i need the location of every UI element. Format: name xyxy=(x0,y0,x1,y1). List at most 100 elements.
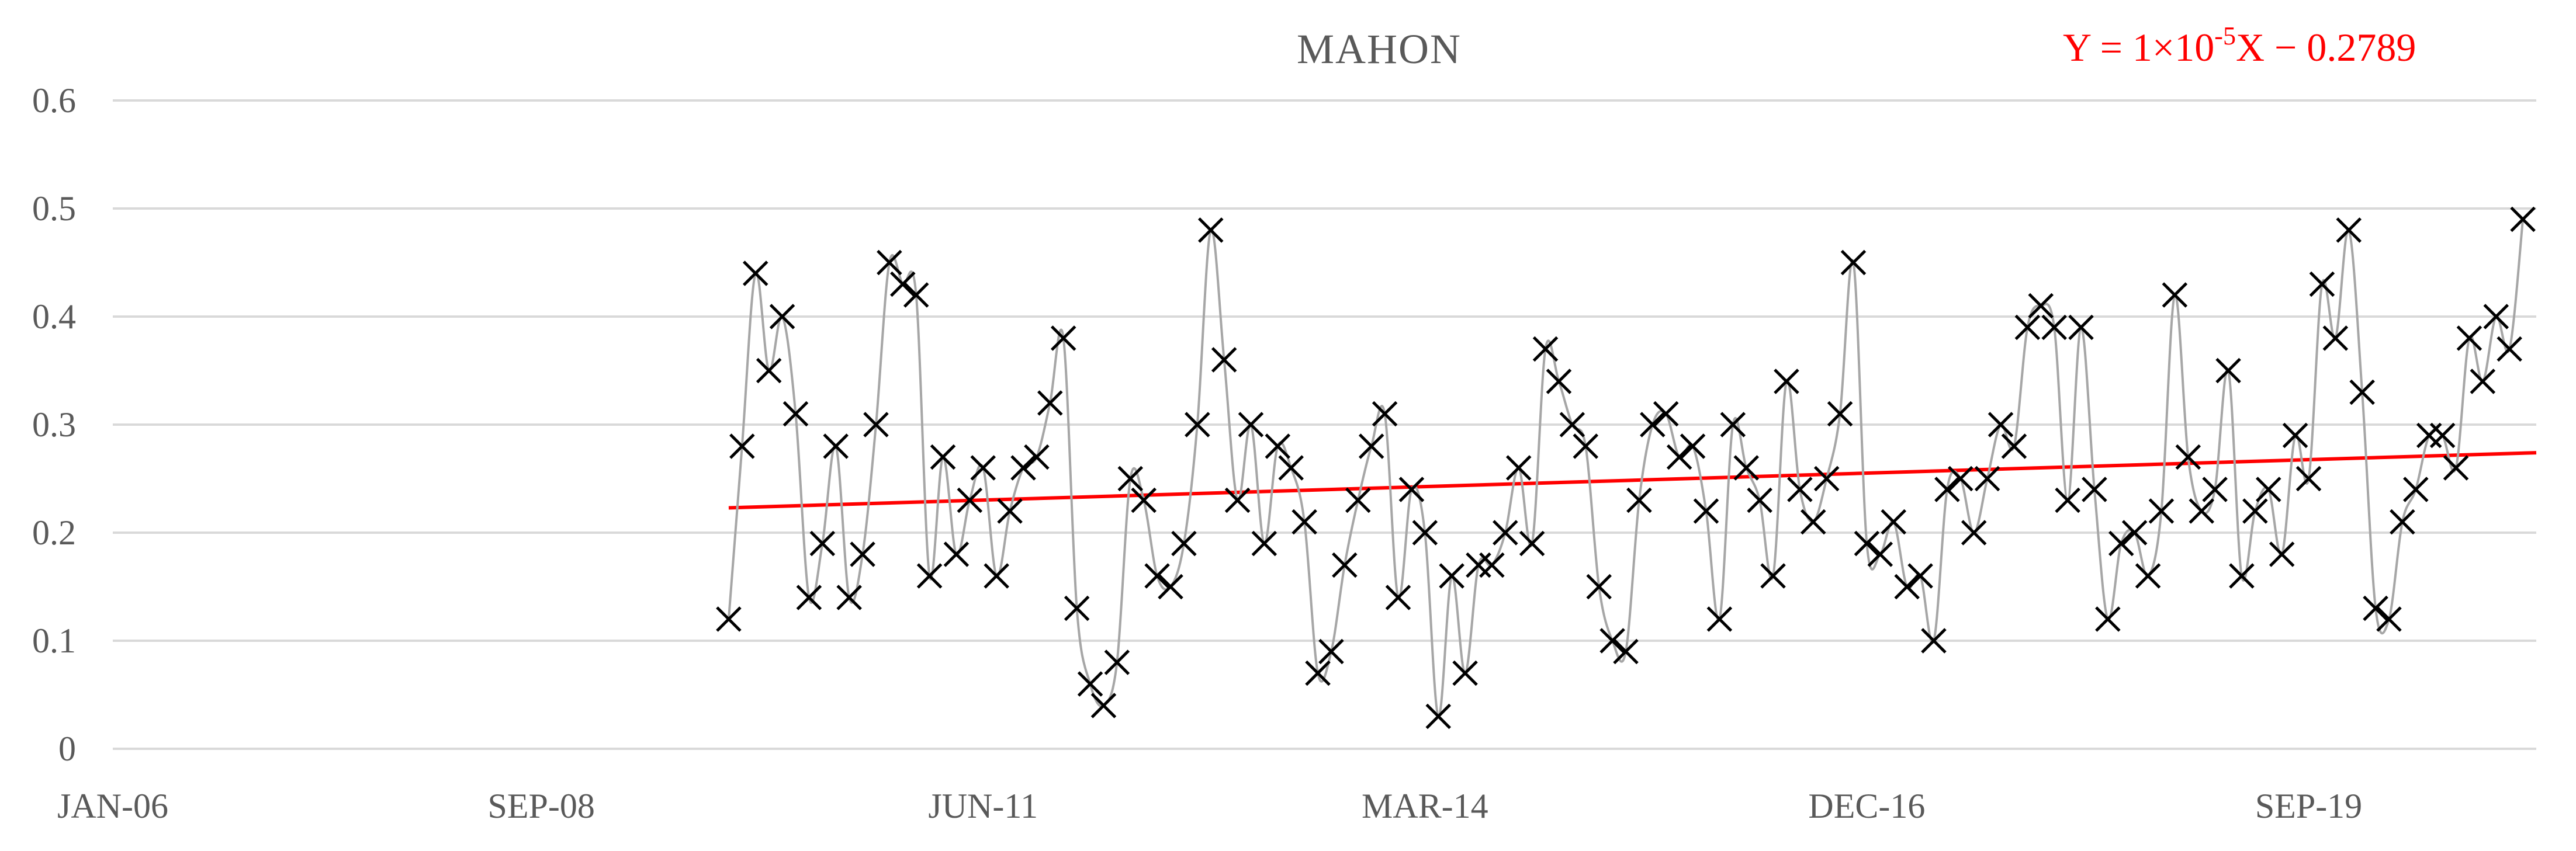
data-point-marker xyxy=(2229,563,2255,589)
data-point-marker xyxy=(1801,509,1826,535)
data-point-marker xyxy=(1305,660,1331,686)
data-point-marker xyxy=(783,401,809,427)
data-point-marker xyxy=(1372,401,1398,427)
data-point-marker xyxy=(2429,422,2456,449)
data-point-marker xyxy=(2363,595,2388,621)
tick-labels: 0 0.1 0.2 0.3 0.4 0.5 0.6 JAN-06 SEP-08 JUN-11 MAR… xyxy=(32,81,2362,825)
data-point-marker xyxy=(1439,563,1464,589)
data-point-marker xyxy=(1332,552,1358,578)
data-point-marker xyxy=(2215,357,2241,384)
x-tick-label: MAR-14 xyxy=(1362,787,1488,825)
data-point-marker xyxy=(2470,369,2496,394)
data-point-marker xyxy=(1171,530,1197,557)
data-point-marker xyxy=(1827,401,1853,427)
data-point-marker xyxy=(1586,574,1612,600)
y-tick-label: 0.5 xyxy=(32,189,76,228)
data-point-marker xyxy=(1292,509,1317,535)
data-point-marker xyxy=(1211,347,1237,373)
data-point-marker xyxy=(1493,520,1518,546)
data-point-marker xyxy=(2135,563,2161,589)
data-point-marker xyxy=(1706,606,1733,632)
data-point-marker xyxy=(877,249,902,276)
data-point-marker xyxy=(2095,606,2121,632)
data-point-marker xyxy=(2309,271,2335,297)
data-point-marker xyxy=(1117,466,1144,492)
data-point-marker xyxy=(2336,217,2362,243)
y-tick-label: 0 xyxy=(58,730,76,768)
data-point-marker xyxy=(1988,412,2014,437)
data-point-marker xyxy=(863,412,889,437)
data-point-marker xyxy=(1050,325,1076,351)
data-point-marker xyxy=(2282,422,2308,449)
data-point-marker xyxy=(836,585,862,610)
data-point-marker xyxy=(1760,563,1786,589)
data-point-marker xyxy=(1479,552,1505,578)
data-point-marker xyxy=(957,487,983,513)
y-tick-label: 0.2 xyxy=(32,513,76,552)
data-point-marker xyxy=(1452,660,1478,686)
data-point-marker xyxy=(2322,325,2349,351)
data-point-marker xyxy=(1024,444,1050,470)
data-point-marker xyxy=(1238,412,1264,437)
data-point-marker xyxy=(769,304,795,329)
data-point-marker xyxy=(2028,293,2054,319)
data-point-marker xyxy=(1626,487,1652,513)
data-point-marker xyxy=(2242,498,2268,524)
data-point-marker xyxy=(1077,671,1103,697)
data-point-marker xyxy=(2456,325,2482,351)
y-tick-label: 0.4 xyxy=(32,297,76,336)
data-point-marker xyxy=(1519,530,1545,557)
data-point-marker xyxy=(1613,638,1639,665)
data-point-marker xyxy=(1278,455,1304,481)
data-point-marker xyxy=(2295,466,2322,492)
data-point-marker xyxy=(1412,520,1438,546)
y-tick-label: 0.1 xyxy=(32,621,76,660)
data-point-marker xyxy=(1881,509,1907,535)
data-point-marker xyxy=(1680,433,1706,459)
data-point-marker xyxy=(2001,433,2027,459)
data-point-marker xyxy=(2269,541,2295,567)
data-point-marker xyxy=(809,530,836,557)
equation-exponent: -5 xyxy=(2214,22,2236,50)
data-point-marker xyxy=(716,606,742,632)
data-point-marker xyxy=(2041,314,2067,341)
data-point-marker xyxy=(1318,638,1344,665)
chart-title: MAHON xyxy=(1297,26,1462,72)
data-point-marker xyxy=(1224,487,1251,513)
x-tick-label: JAN-06 xyxy=(57,787,168,825)
data-point-marker xyxy=(2121,520,2148,546)
data-point-marker xyxy=(1787,477,1813,502)
data-point-marker xyxy=(1385,585,1411,610)
data-point-marker xyxy=(2068,314,2094,341)
data-point-marker xyxy=(2082,477,2107,502)
data-point-marker xyxy=(1974,466,2000,492)
data-point-marker xyxy=(1090,693,1117,718)
x-tick-label: SEP-19 xyxy=(2255,787,2362,825)
data-point-marker xyxy=(1064,595,1090,621)
data-point-marker xyxy=(2256,477,2281,502)
data-point-marker xyxy=(823,433,849,459)
data-point-marker xyxy=(1532,336,1559,362)
data-point-marker xyxy=(1640,412,1666,437)
data-point-marker xyxy=(1037,390,1063,416)
data-point-marker xyxy=(1104,649,1130,675)
data-point-marker xyxy=(1599,628,1625,654)
data-point-marker xyxy=(2403,477,2429,502)
data-point-marker xyxy=(943,541,970,567)
data-point-marker xyxy=(1867,541,1893,567)
y-tick-label: 0.6 xyxy=(32,81,76,120)
data-point-marker xyxy=(1559,412,1585,437)
data-point-marker xyxy=(1010,455,1036,481)
data-point-marker xyxy=(2483,304,2509,329)
data-point-marker xyxy=(1720,412,1746,437)
data-point-marker xyxy=(742,260,768,286)
data-point-marker xyxy=(1921,628,1947,654)
data-point-marker xyxy=(1653,401,1679,427)
data-point-marker xyxy=(1358,433,1384,459)
data-point-marker xyxy=(2148,498,2175,524)
data-point-marker xyxy=(1666,444,1692,470)
data-point-marker xyxy=(1774,369,1799,394)
x-tick-label: JUN-11 xyxy=(928,787,1038,825)
series-line xyxy=(727,219,2525,718)
